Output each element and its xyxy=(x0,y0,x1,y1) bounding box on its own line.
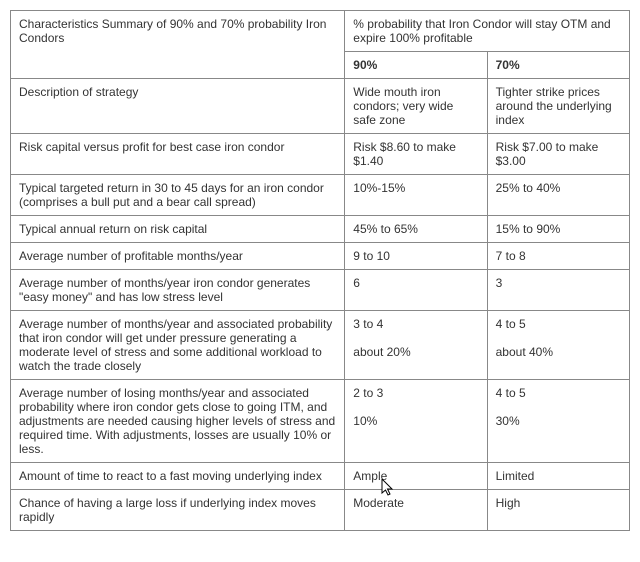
ample-value-with-cursor: Ample xyxy=(353,469,387,483)
row-label: Typical annual return on risk capital xyxy=(11,216,345,243)
table-row: Average number of losing months/year and… xyxy=(11,380,630,463)
table-row: Average number of months/year iron condo… xyxy=(11,270,630,311)
row-value-90: Wide mouth iron condors; very wide safe … xyxy=(345,79,487,134)
row-value-70: Risk $7.00 to make $3.00 xyxy=(487,134,629,175)
row-value-90: 3 to 4about 20% xyxy=(345,311,487,380)
row-value-70: High xyxy=(487,490,629,531)
table-header-row-1: Characteristics Summary of 90% and 70% p… xyxy=(11,11,630,52)
table-row: Average number of profitable months/year… xyxy=(11,243,630,270)
row-value-70: 7 to 8 xyxy=(487,243,629,270)
row-value-90: 6 xyxy=(345,270,487,311)
row-value-90: 45% to 65% xyxy=(345,216,487,243)
table-row: Average number of months/year and associ… xyxy=(11,311,630,380)
row-value-70: Limited xyxy=(487,463,629,490)
row-value-text: Ample xyxy=(353,469,387,483)
table-row: Description of strategy Wide mouth iron … xyxy=(11,79,630,134)
probability-group-header: % probability that Iron Condor will stay… xyxy=(345,11,630,52)
row-value-90: 2 to 310% xyxy=(345,380,487,463)
row-value-90: 10%-15% xyxy=(345,175,487,216)
col-header-90: 90% xyxy=(345,52,487,79)
table-row: Risk capital versus profit for best case… xyxy=(11,134,630,175)
row-label: Typical targeted return in 30 to 45 days… xyxy=(11,175,345,216)
row-value-90: Moderate xyxy=(345,490,487,531)
table-row: Chance of having a large loss if underly… xyxy=(11,490,630,531)
row-label: Average number of months/year iron condo… xyxy=(11,270,345,311)
row-value-90: Risk $8.60 to make $1.40 xyxy=(345,134,487,175)
col-header-70: 70% xyxy=(487,52,629,79)
table-title-cell: Characteristics Summary of 90% and 70% p… xyxy=(11,11,345,79)
row-label: Chance of having a large loss if underly… xyxy=(11,490,345,531)
table-row: Typical annual return on risk capital 45… xyxy=(11,216,630,243)
table-row: Amount of time to react to a fast moving… xyxy=(11,463,630,490)
row-label: Risk capital versus profit for best case… xyxy=(11,134,345,175)
row-value-70: 3 xyxy=(487,270,629,311)
row-value-90: 9 to 10 xyxy=(345,243,487,270)
row-label: Average number of months/year and associ… xyxy=(11,311,345,380)
row-value-70: 4 to 530% xyxy=(487,380,629,463)
row-label: Average number of losing months/year and… xyxy=(11,380,345,463)
row-value-70: 25% to 40% xyxy=(487,175,629,216)
table-row: Typical targeted return in 30 to 45 days… xyxy=(11,175,630,216)
row-label: Average number of profitable months/year xyxy=(11,243,345,270)
iron-condor-comparison-table: Characteristics Summary of 90% and 70% p… xyxy=(10,10,630,531)
row-value-90: Ample xyxy=(345,463,487,490)
row-value-70: 15% to 90% xyxy=(487,216,629,243)
row-label: Description of strategy xyxy=(11,79,345,134)
row-label: Amount of time to react to a fast moving… xyxy=(11,463,345,490)
row-value-70: 4 to 5about 40% xyxy=(487,311,629,380)
row-value-70: Tighter strike prices around the underly… xyxy=(487,79,629,134)
